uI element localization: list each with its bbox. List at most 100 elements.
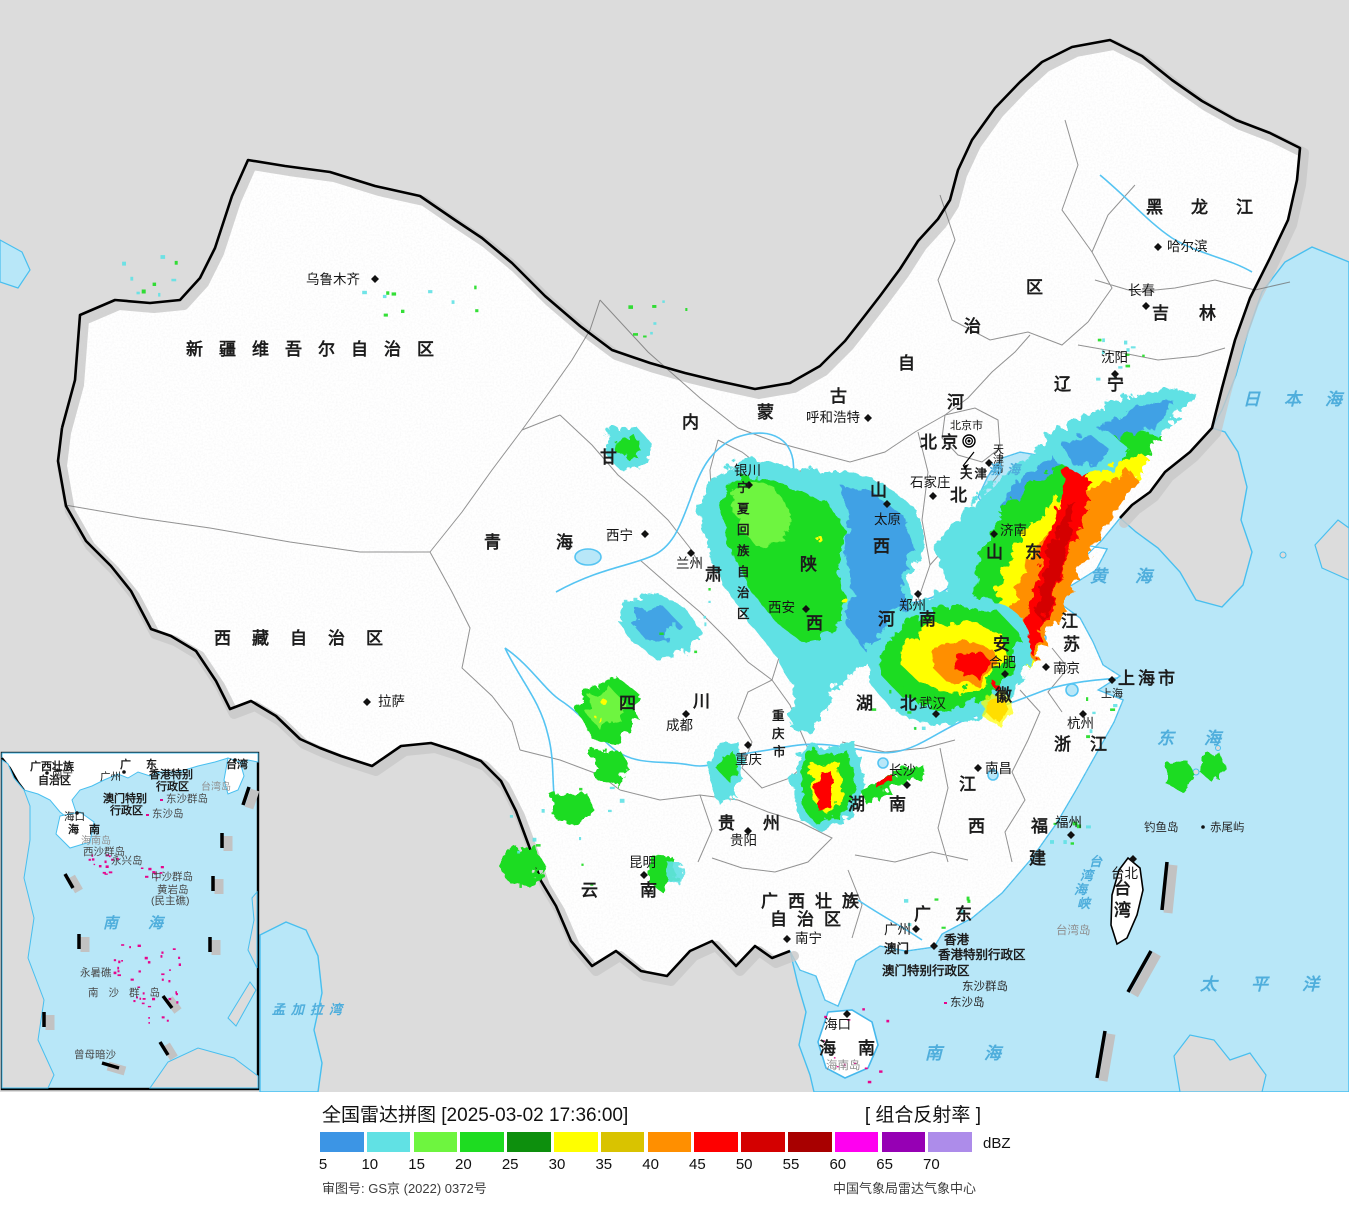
city-diamond-marker (930, 942, 938, 950)
map-label: 西 (873, 537, 890, 556)
city-diamond-marker (641, 530, 649, 538)
map-label: 昆明 (629, 855, 656, 870)
inset-luzon (247, 890, 258, 969)
taihu-lake (1065, 683, 1079, 697)
island-speck (833, 1057, 836, 1059)
scale-block-45 (694, 1132, 738, 1152)
map-label: 浙江 (1054, 734, 1126, 754)
map-label: 南宁 (795, 930, 822, 946)
inset-dash-line (42, 786, 260, 1076)
inset-city-island-speck (146, 814, 149, 816)
map-label: 蒙 (757, 402, 774, 422)
inset-label: 澳门特别 (103, 791, 147, 805)
inset-label: 广州 (100, 771, 121, 783)
map-label: 渤海 (988, 462, 1026, 477)
echo-speck (401, 309, 405, 313)
product-label: [ 组合反射率 ] (864, 1105, 981, 1126)
map-label: 石家庄 (910, 474, 951, 490)
city-diamond-marker (903, 781, 911, 789)
echo-speck (382, 294, 387, 299)
echo-speck (907, 711, 912, 714)
echo-speckles (122, 255, 1145, 929)
map-label: 澳门 (884, 941, 909, 956)
boundary-dash (161, 994, 174, 1010)
map-label: 建 (1029, 848, 1046, 868)
map-label: 黑龙江 (1146, 197, 1281, 217)
tianjin-arrow (962, 451, 975, 470)
island-speck (121, 960, 123, 962)
scale-tick: 5 (318, 1156, 328, 1173)
echo-speck (1113, 704, 1118, 708)
city-diamond-marker (914, 590, 922, 598)
echo-speck (619, 798, 625, 803)
inset-label: 永暑礁 (80, 966, 112, 979)
island-speck (152, 871, 156, 874)
map-label: 四 (619, 694, 636, 713)
echo-speck (889, 689, 892, 694)
echo-speck (907, 923, 912, 927)
map-label: 内 (682, 412, 699, 432)
inset-label: 南宁 (52, 767, 73, 780)
echo-speck (643, 335, 647, 338)
echo-speck (1089, 729, 1093, 734)
echo-speck (650, 331, 653, 335)
map-title: 全国雷达拼图 [2025-03-02 17:36:00] (322, 1105, 629, 1126)
japan-coast-corner (1314, 519, 1349, 581)
echo-speck (1142, 354, 1145, 357)
ryukyu-islet (1215, 745, 1221, 751)
map-label: 福 (1030, 816, 1048, 836)
map-label: 合肥 (989, 655, 1016, 670)
map-label: 武汉 (919, 696, 947, 711)
island-speck (145, 875, 149, 878)
scale-tick: 55 (782, 1156, 800, 1173)
map-label: 陕 (800, 554, 817, 574)
map-label: 上海市 (1118, 668, 1178, 688)
city-diamond-marker (974, 764, 982, 772)
island-speck (104, 860, 107, 864)
island-speck (133, 1000, 136, 1003)
island-speck (843, 1063, 846, 1067)
hainan-island (817, 1009, 879, 1079)
boundary-dash (1126, 950, 1153, 993)
map-label: 新疆维吾尔自治区 (186, 339, 450, 359)
island-speck (93, 863, 96, 866)
scale-block-60 (834, 1132, 879, 1152)
inset-city-dot-marker (45, 771, 49, 775)
map-label: 重 (772, 708, 785, 723)
map-label: 乌鲁木齐 (306, 272, 360, 287)
map-label: 赤尾屿 (1210, 821, 1245, 834)
echo-speck (1072, 821, 1078, 826)
echo-speck (517, 850, 521, 854)
echo-speck (362, 290, 367, 295)
island-speck (160, 955, 163, 958)
dbz-colorbar: 5 10 15 20 25 30 35 40 45 50 55 60 65 70 (319, 1132, 1020, 1173)
map-label: 广西壮族 (761, 891, 869, 911)
scale-tick: 60 (829, 1156, 847, 1173)
inset-label: 东 (146, 757, 157, 771)
echo-speck (1070, 842, 1074, 845)
island-speck (886, 1019, 890, 1023)
china-radar-map: 黑龙江吉林辽宁内蒙古自治区新疆维吾尔自治区西藏自治区青海甘肃宁夏回族自治区陕西山… (0, 0, 1349, 1093)
inset-taiwan (223, 757, 245, 795)
island-marks (822, 1008, 890, 1084)
inset-palawan (227, 981, 257, 1027)
lake-balkhash-edge (0, 239, 31, 289)
city-diamond-marker (802, 605, 810, 613)
scale-block-40 (647, 1132, 692, 1152)
map-label: 哈尔滨 (1167, 239, 1208, 254)
city-diamond-marker (1154, 243, 1162, 251)
scale-block-65 (881, 1132, 926, 1152)
inset-label: (民主礁) (151, 894, 190, 907)
island-speck (147, 1005, 152, 1008)
city-dot-marker (904, 950, 908, 954)
island-speck (836, 1066, 839, 1068)
pearl-river (857, 899, 923, 941)
legend-panel: 全国雷达拼图 [2025-03-02 17:36:00] [ 组合反射率 ] 5… (0, 1092, 1349, 1208)
echo-speck (158, 292, 161, 297)
map-label: 南海 (925, 1044, 1043, 1063)
island-speck (138, 970, 141, 973)
map-label: 广州 (884, 922, 911, 937)
map-label: 香港特别行政区 (937, 947, 1026, 962)
map-label: 长春 (1128, 283, 1156, 298)
